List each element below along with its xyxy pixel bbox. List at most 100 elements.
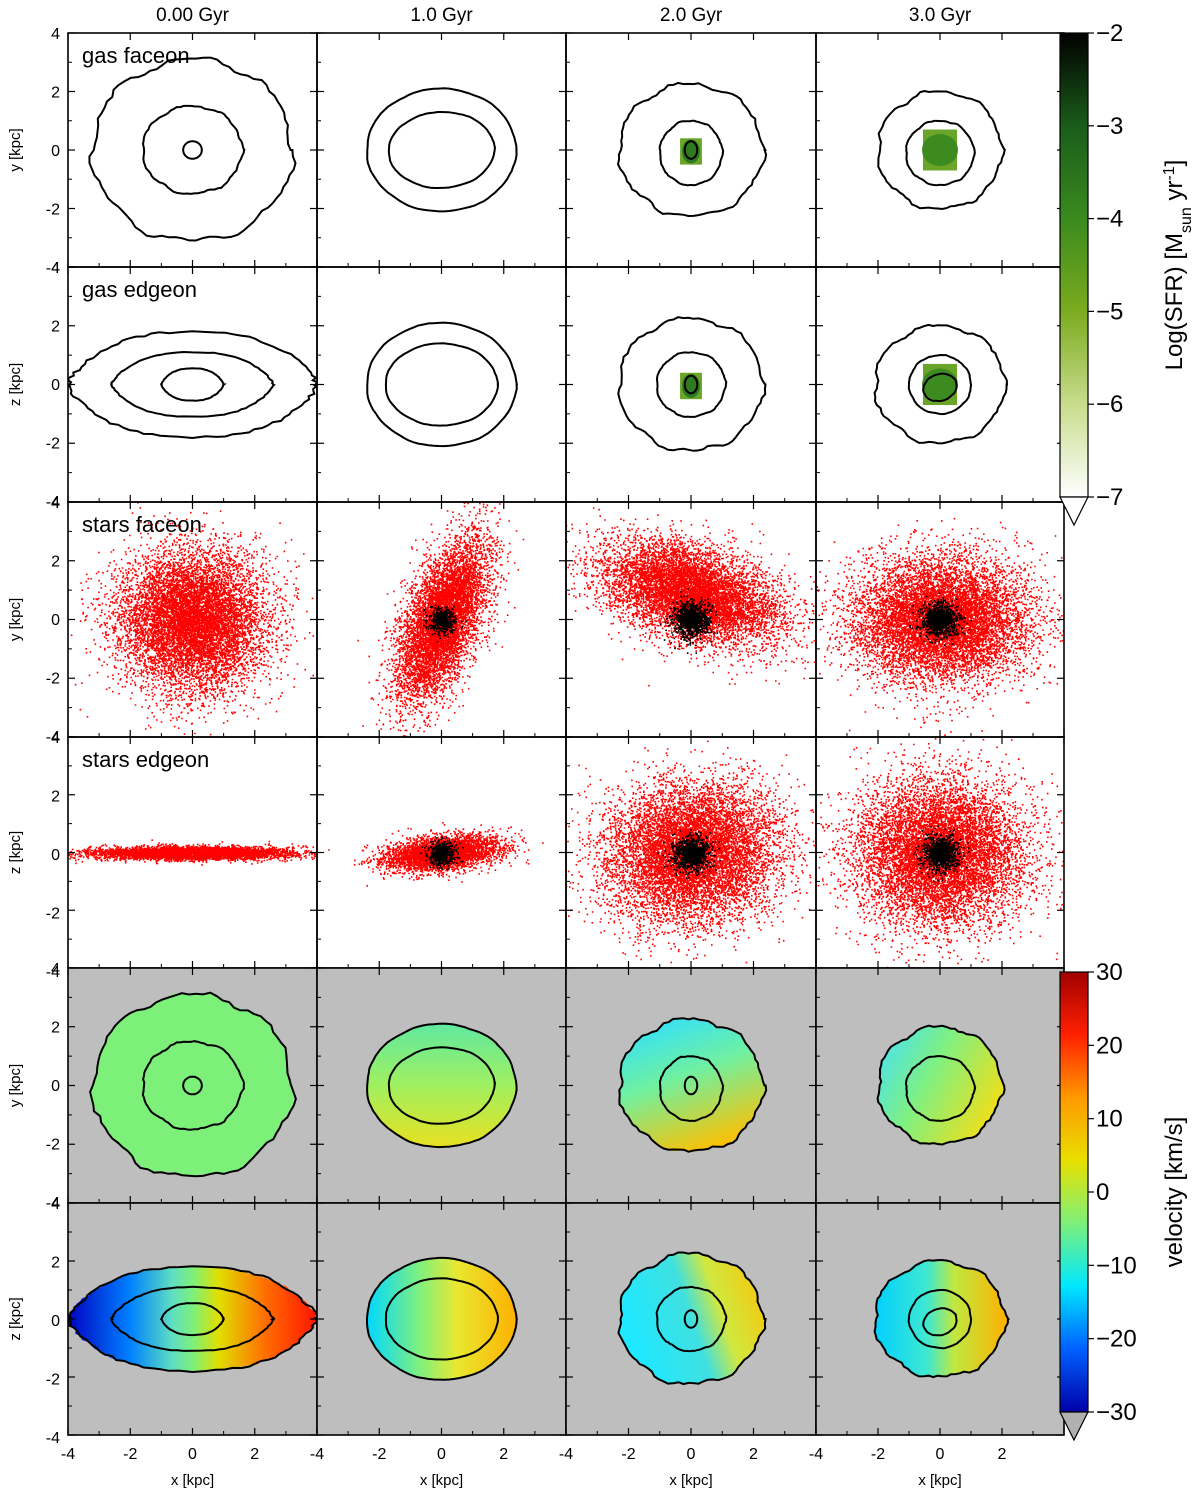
- contour-1: [143, 106, 244, 194]
- y-axis-label: y [kpc]: [7, 128, 24, 171]
- x-tick-label: 0: [936, 1446, 945, 1463]
- panel-r5-c3: [816, 1203, 1064, 1435]
- y-axis-label: z [kpc]: [7, 363, 24, 406]
- y-tick-label: -2: [46, 1137, 60, 1154]
- x-axis-label: x [kpc]: [420, 1472, 463, 1489]
- panel-r4-c3: [816, 968, 1064, 1203]
- y-tick-label: -2: [46, 671, 60, 688]
- y-axis-label: z [kpc]: [7, 831, 24, 874]
- panel-r5-c0: [67, 1203, 320, 1435]
- x-tick-label: 2: [250, 1446, 259, 1463]
- y-tick-label: 0: [51, 847, 60, 864]
- y-tick-label: 2: [51, 319, 60, 336]
- row-label: stars edgeon: [82, 747, 209, 772]
- sfr-colorbar-tick-label: −3: [1096, 113, 1123, 140]
- velocity-colorbar-tick-label: −20: [1096, 1326, 1137, 1353]
- y-tick-label: -2: [46, 906, 60, 923]
- x-axis-label: x [kpc]: [171, 1472, 214, 1489]
- y-tick-label: -2: [46, 1372, 60, 1389]
- star-core: [931, 611, 949, 629]
- contour-outer: [68, 331, 317, 438]
- panel-r0-c1: [367, 88, 516, 211]
- y-axis-label: z [kpc]: [7, 1297, 24, 1340]
- panel-ticks: [68, 267, 317, 502]
- sfr-colorbar-tick-label: −2: [1096, 20, 1123, 47]
- column-title: 0.00 Gyr: [156, 5, 230, 26]
- sfr-colorbar-bar: [1060, 33, 1088, 497]
- x-tick-label: -2: [372, 1446, 386, 1463]
- x-tick-label: -4: [559, 1446, 573, 1463]
- y-axis-label: y [kpc]: [7, 1064, 24, 1107]
- y-tick-label: 4: [51, 260, 60, 277]
- velocity-colorbar-tick-label: −10: [1096, 1252, 1137, 1279]
- velocity-colorbar-tick-label: −30: [1096, 1399, 1137, 1426]
- x-tick-label: 0: [437, 1446, 446, 1463]
- y-tick-label: 4: [51, 495, 60, 512]
- panel-r0-c0: [89, 58, 295, 241]
- row-label: stars faceon: [82, 512, 202, 537]
- panel-r5-c2: [566, 1203, 816, 1435]
- x-tick-label: -2: [871, 1446, 885, 1463]
- panel-r1-c0: [68, 331, 317, 438]
- contour-0: [367, 323, 517, 447]
- x-tick-label: 0: [188, 1446, 197, 1463]
- star-core: [436, 847, 448, 859]
- panel-r4-c0: [68, 968, 317, 1203]
- y-tick-label: 4: [51, 730, 60, 747]
- x-axis-label: x [kpc]: [669, 1472, 712, 1489]
- x-tick-label: -4: [809, 1446, 823, 1463]
- y-tick-label: 2: [51, 789, 60, 806]
- column-title: 2.0 Gyr: [660, 5, 723, 26]
- panel-r2-c1: [357, 471, 524, 774]
- star-core: [931, 844, 949, 862]
- y-tick-label: -4: [46, 1430, 60, 1447]
- panel-r2-c3: [785, 518, 1119, 748]
- y-tick-label: 4: [51, 961, 60, 978]
- panel-ticks: [68, 33, 317, 267]
- y-tick-label: -2: [46, 436, 60, 453]
- row-label: gas faceon: [82, 43, 190, 68]
- y-tick-label: 4: [51, 26, 60, 43]
- star-particles: [785, 518, 1119, 748]
- column-title: 1.0 Gyr: [410, 5, 473, 26]
- x-tick-label: 2: [749, 1446, 758, 1463]
- sfr-colorbar-tick-label: −4: [1096, 206, 1123, 233]
- star-core: [682, 611, 700, 629]
- y-tick-label: -2: [46, 202, 60, 219]
- panel-frame: [68, 33, 317, 267]
- sfr-colorbar-tick-label: −5: [1096, 298, 1123, 325]
- panel-r4-c2: [566, 968, 816, 1203]
- panel-r1-c2: [618, 317, 765, 451]
- star-particles: [313, 822, 544, 887]
- panel-ticks: [317, 267, 566, 502]
- panel-r3-c1: [313, 822, 544, 887]
- column-title: 3.0 Gyr: [909, 5, 972, 26]
- velocity-colorbar-tick-label: 0: [1096, 1179, 1109, 1206]
- contour-mid: [111, 352, 274, 417]
- panel-frame: [317, 267, 566, 502]
- y-tick-label: 2: [51, 85, 60, 102]
- panel-r1-c1: [367, 323, 517, 447]
- y-tick-label: 0: [51, 612, 60, 629]
- panel-frame: [317, 33, 566, 267]
- y-tick-label: 0: [51, 377, 60, 394]
- sfr-colorbar-tick-label: −7: [1096, 484, 1123, 511]
- x-tick-label: -2: [621, 1446, 635, 1463]
- sfr-core: [922, 134, 958, 166]
- x-tick-label: -2: [123, 1446, 137, 1463]
- x-tick-label: -4: [310, 1446, 324, 1463]
- velocity-colorbar-bar: [1060, 972, 1088, 1412]
- y-tick-label: 0: [51, 143, 60, 160]
- star-particles: [539, 507, 854, 686]
- panel-ticks: [317, 33, 566, 267]
- y-axis-label: y [kpc]: [7, 598, 24, 641]
- velocity-colorbar-tick-label: 20: [1096, 1032, 1123, 1059]
- contour-0: [89, 58, 295, 241]
- x-tick-label: 0: [687, 1446, 696, 1463]
- velocity-colorbar-tick-label: 30: [1096, 959, 1123, 986]
- y-tick-label: 0: [51, 1078, 60, 1095]
- panel-r5-c1: [317, 1203, 566, 1435]
- x-axis-label: x [kpc]: [918, 1472, 961, 1489]
- contour-inner: [161, 368, 224, 400]
